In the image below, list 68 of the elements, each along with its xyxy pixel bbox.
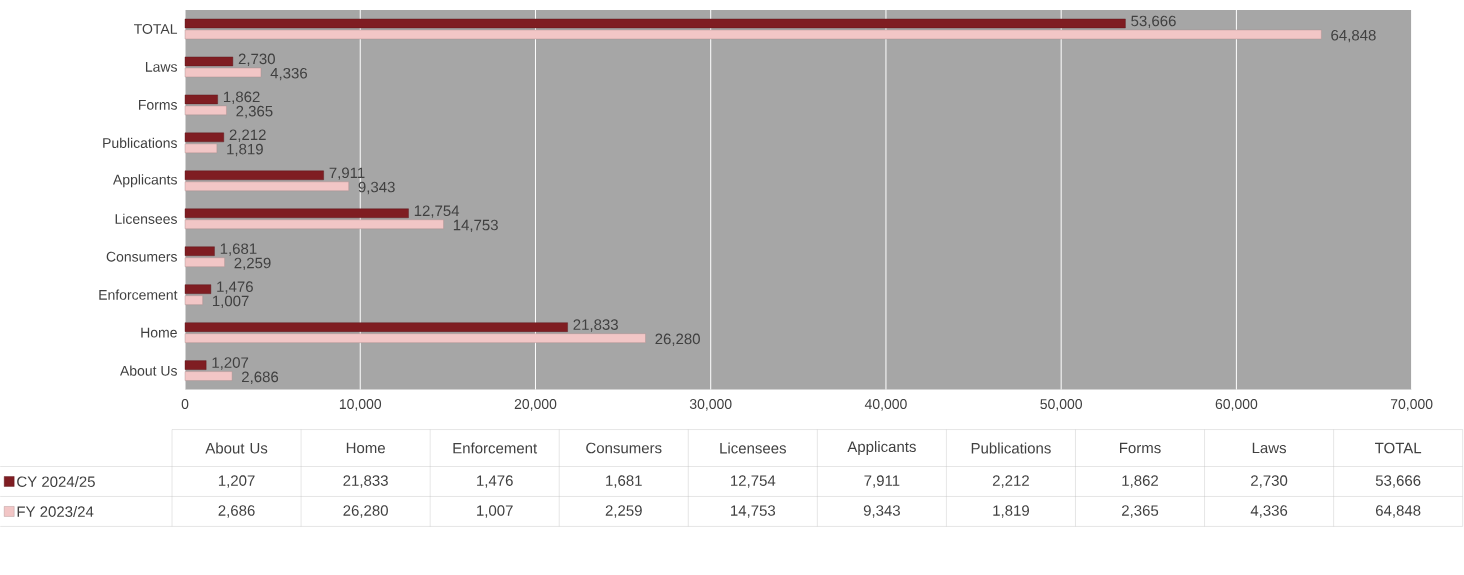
data-label: 2,212 bbox=[229, 129, 266, 142]
data-label: 53,666 bbox=[1131, 15, 1176, 28]
text: 26,280 bbox=[343, 505, 388, 518]
text: 12,754 bbox=[731, 475, 776, 488]
data-label: 12,754 bbox=[414, 205, 460, 218]
y-tick-label: Forms bbox=[139, 99, 177, 110]
category-label: Forms bbox=[1120, 442, 1161, 454]
x-tick-label: 20,000 bbox=[514, 398, 557, 411]
data-label: 64,848 bbox=[1331, 29, 1376, 43]
text: 2,730 bbox=[1251, 475, 1288, 488]
y-tick-label: Applicants bbox=[113, 174, 177, 188]
text: 1,681 bbox=[606, 475, 642, 488]
text: 2,365 bbox=[1122, 505, 1159, 518]
text: 53,666 bbox=[1375, 475, 1421, 488]
category-label: About Us bbox=[205, 442, 268, 454]
y-tick-label: Home bbox=[141, 327, 177, 338]
text: 14,753 bbox=[731, 505, 776, 518]
text: 7,911 bbox=[864, 475, 900, 488]
x-tick-label: 0 bbox=[181, 398, 189, 409]
category-label: Laws bbox=[1252, 442, 1287, 454]
text: 1,819 bbox=[993, 505, 1029, 518]
x-tick-label: 70,000 bbox=[1390, 398, 1433, 411]
x-tick-label: 50,000 bbox=[1040, 398, 1083, 411]
data-label: 1,207 bbox=[212, 357, 249, 370]
x-tick-label: 30,000 bbox=[689, 398, 732, 411]
text: 9,343 bbox=[863, 505, 900, 518]
category-label: Consumers bbox=[586, 442, 662, 454]
y-tick-label: Enforcement bbox=[99, 289, 178, 300]
data-label: 2,730 bbox=[238, 53, 275, 66]
text: 4,336 bbox=[1250, 505, 1288, 518]
text: 1,007 bbox=[477, 505, 513, 518]
y-tick-label: About Us bbox=[120, 365, 177, 376]
y-tick-label: Laws bbox=[145, 61, 177, 72]
legend-label: FY 2023/24 bbox=[17, 505, 94, 517]
data-label: 2,365 bbox=[236, 105, 273, 119]
text: 1,862 bbox=[1122, 475, 1159, 488]
data-label: 1,007 bbox=[212, 295, 249, 308]
category-label: Applicants bbox=[847, 440, 916, 455]
data-label: 26,280 bbox=[655, 333, 700, 346]
category-label: Publications bbox=[971, 442, 1051, 454]
category-label: TOTAL bbox=[1375, 442, 1422, 454]
data-label: 4,336 bbox=[270, 67, 308, 81]
text: 21,833 bbox=[343, 475, 388, 488]
data-label: 1,681 bbox=[220, 243, 257, 256]
y-tick-label: Publications bbox=[103, 137, 177, 148]
text: 2,686 bbox=[218, 505, 255, 518]
x-tick-label: 40,000 bbox=[864, 398, 907, 411]
text: 2,259 bbox=[605, 505, 642, 518]
x-tick-label: 10,000 bbox=[339, 398, 382, 411]
category-label: Home bbox=[346, 442, 385, 454]
category-label: Enforcement bbox=[453, 442, 538, 454]
data-label: 2,259 bbox=[234, 257, 271, 270]
legend-label: CY 2024/25 bbox=[17, 475, 95, 487]
text: 64,848 bbox=[1375, 505, 1421, 518]
data-label: 14,753 bbox=[453, 219, 498, 232]
category-label: Licensees bbox=[720, 442, 786, 454]
data-label: 1,819 bbox=[227, 143, 263, 156]
text: 2,212 bbox=[992, 475, 1029, 488]
text: 1,476 bbox=[477, 475, 513, 488]
text: 1,207 bbox=[218, 475, 255, 488]
y-tick-label: Licensees bbox=[115, 213, 177, 224]
data-label: 21,833 bbox=[573, 319, 618, 332]
y-tick-label: Consumers bbox=[106, 251, 177, 262]
y-tick-label: TOTAL bbox=[134, 23, 178, 34]
data-label: 2,686 bbox=[242, 371, 279, 384]
data-label: 1,862 bbox=[223, 91, 260, 104]
data-label: 1,476 bbox=[217, 281, 253, 294]
x-tick-label: 60,000 bbox=[1215, 398, 1258, 411]
